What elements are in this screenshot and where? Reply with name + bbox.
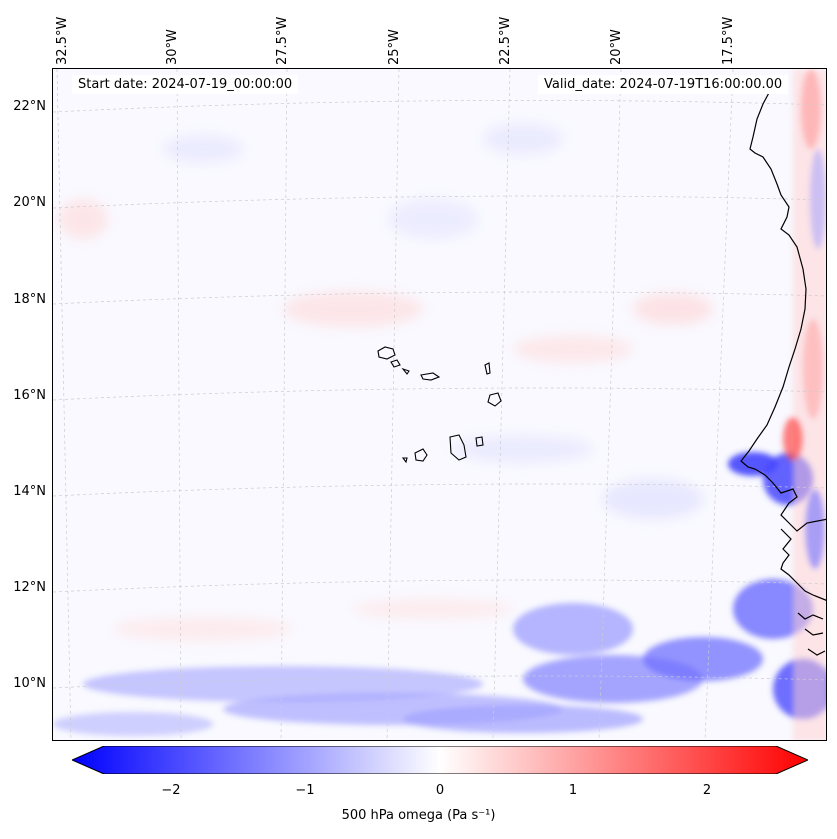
lon-label-17-5w: 17.5°W <box>721 16 736 65</box>
colorbar-tick-1: 1 <box>568 783 578 798</box>
lon-label-22-5w: 22.5°W <box>498 16 513 65</box>
lat-label-12n: 12°N <box>13 580 46 595</box>
omega-colorbar <box>72 746 808 774</box>
lat-label-18n: 18°N <box>13 292 46 307</box>
lat-label-10n: 10°N <box>13 676 46 691</box>
colorbar-tick-0: 0 <box>435 783 445 798</box>
african-coastline <box>740 78 826 656</box>
omega-field-map <box>53 69 826 740</box>
colorbar-tick-neg1: −1 <box>295 783 315 798</box>
lat-label-16n: 16°N <box>13 388 46 403</box>
negative-omega-patches <box>163 123 703 519</box>
coastal-noise-strip <box>783 69 826 740</box>
positive-omega-patches <box>58 199 713 641</box>
convective-band <box>53 452 826 736</box>
colorbar-tick-2: 2 <box>702 783 712 798</box>
lon-label-20w: 20°W <box>609 29 624 65</box>
colorbar-tick-neg2: −2 <box>161 783 181 798</box>
graticule <box>53 69 826 740</box>
lat-label-22n: 22°N <box>13 99 46 114</box>
lon-label-30w: 30°W <box>165 29 180 65</box>
cape-verde-islands <box>377 346 502 464</box>
lon-label-25w: 25°W <box>387 29 402 65</box>
start-date-label: Start date: 2024-07-19_00:00:00 <box>72 75 299 94</box>
lat-label-20n: 20°N <box>13 195 46 210</box>
colorbar-label: 500 hPa omega (Pa s⁻¹) <box>341 808 496 823</box>
colorbar-gradient <box>72 746 808 774</box>
map-panel <box>52 68 827 741</box>
lon-label-27-5w: 27.5°W <box>275 16 290 65</box>
lat-label-14n: 14°N <box>13 484 46 499</box>
valid-date-label: Valid_date: 2024-07-19T16:00:00.00 <box>538 75 789 94</box>
lon-label-32-5w: 32.5°W <box>55 16 70 65</box>
